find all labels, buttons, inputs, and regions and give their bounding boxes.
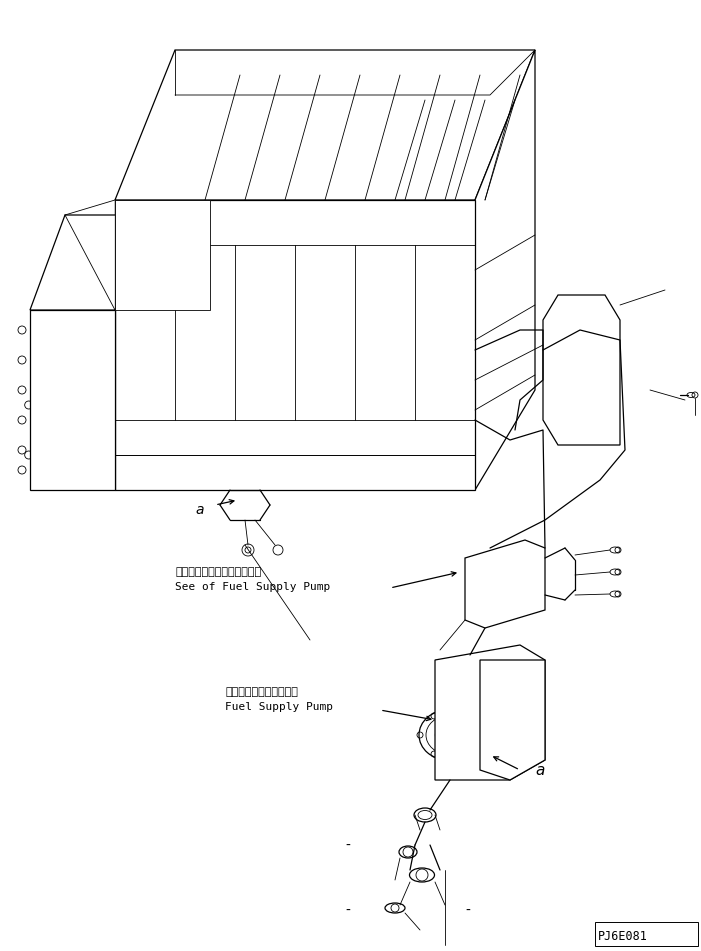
Polygon shape [435,645,545,780]
Polygon shape [543,295,620,445]
Text: フェエルサプライポンプ参照: フェエルサプライポンプ参照 [175,567,261,577]
Text: フェエルサプライポンプ: フェエルサプライポンプ [225,687,298,697]
Text: a: a [535,763,545,778]
Polygon shape [475,50,535,490]
Polygon shape [115,200,210,310]
Text: See of Fuel Supply Pump: See of Fuel Supply Pump [175,582,330,592]
Text: PJ6E081: PJ6E081 [598,930,648,943]
Bar [595,922,698,946]
Text: -: - [465,904,470,918]
Polygon shape [30,310,115,490]
Polygon shape [465,540,545,628]
Polygon shape [480,660,545,780]
Text: Fuel Supply Pump: Fuel Supply Pump [225,702,333,712]
Polygon shape [30,215,155,310]
Polygon shape [115,50,535,200]
Text: -: - [345,904,350,918]
Text: -: - [345,839,350,853]
Text: a: a [196,503,204,517]
Polygon shape [115,200,475,490]
